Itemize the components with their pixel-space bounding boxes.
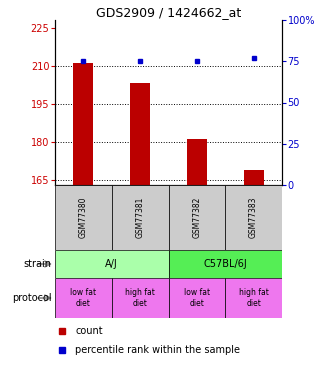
Bar (55, 250, 169, 278)
Bar (225, 278, 282, 318)
Text: C57BL/6J: C57BL/6J (204, 259, 247, 269)
Text: low fat
diet: low fat diet (184, 288, 210, 308)
Bar (169, 278, 225, 318)
Bar (225, 185, 282, 250)
Text: high fat
diet: high fat diet (239, 288, 268, 308)
Text: GSM77383: GSM77383 (249, 197, 258, 238)
Bar (169, 185, 225, 250)
Text: high fat
diet: high fat diet (125, 288, 155, 308)
Text: protocol: protocol (12, 293, 52, 303)
Bar (112, 185, 169, 250)
Text: GSM77380: GSM77380 (79, 197, 88, 238)
Text: count: count (76, 326, 103, 336)
Bar (130, 84, 150, 185)
Text: low fat
diet: low fat diet (70, 288, 96, 308)
Bar (244, 170, 264, 185)
Text: strain: strain (24, 259, 52, 269)
Bar (55, 185, 112, 250)
Text: GSM77382: GSM77382 (192, 197, 201, 238)
Bar (74, 63, 93, 185)
Text: A/J: A/J (105, 259, 118, 269)
Text: GSM77381: GSM77381 (136, 197, 145, 238)
Title: GDS2909 / 1424662_at: GDS2909 / 1424662_at (96, 6, 241, 19)
Bar (55, 278, 112, 318)
Bar (169, 250, 282, 278)
Bar (112, 278, 169, 318)
Text: percentile rank within the sample: percentile rank within the sample (76, 345, 240, 355)
Bar (187, 139, 207, 185)
